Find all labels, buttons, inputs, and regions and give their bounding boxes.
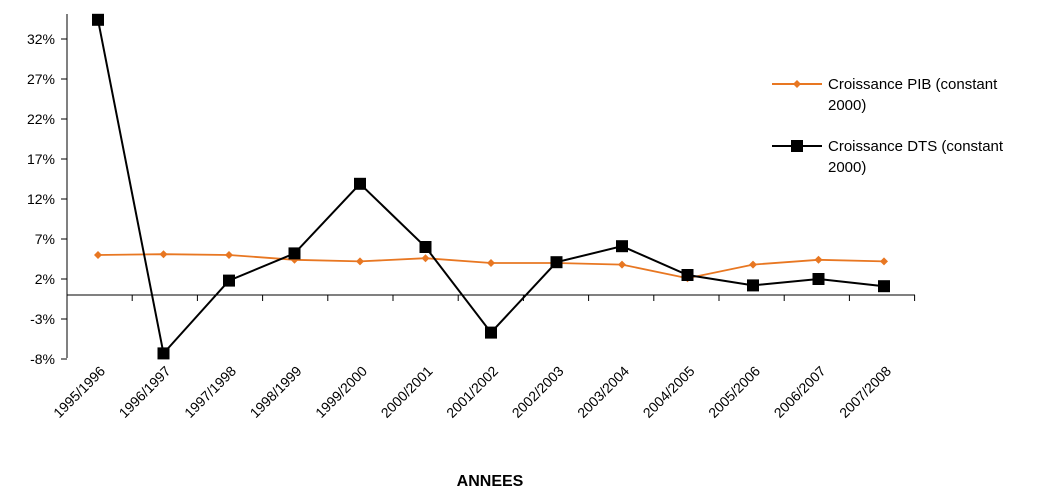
data-point-marker <box>616 240 628 253</box>
data-point-marker <box>550 256 563 269</box>
y-tick-label: 32% <box>27 31 55 47</box>
y-axis: 32% 27% 22% 17% 12% 7% 2% -3% -8% <box>27 14 68 367</box>
data-point-marker <box>94 251 102 259</box>
data-point-marker <box>618 260 626 269</box>
data-point-marker <box>290 255 299 264</box>
y-tick-label: 17% <box>27 151 55 167</box>
data-point-marker <box>225 251 233 259</box>
x-tick-label: 2000/2001 <box>378 363 436 421</box>
y-tick-label: -8% <box>30 351 55 367</box>
y-tick-label: 2% <box>35 271 55 287</box>
x-axis: 1995/1996 1996/1997 1997/1998 1998/1999 1999… <box>50 294 916 421</box>
x-tick-label: 1998/1999 <box>247 363 305 421</box>
legend-label: 2000) <box>828 97 866 114</box>
x-axis-title: ANNEES <box>457 473 524 487</box>
data-point-marker <box>878 280 890 293</box>
y-tick-label: 12% <box>27 191 55 207</box>
plot-area <box>92 13 890 360</box>
legend-label: Croissance DTS (constant <box>828 138 1004 155</box>
y-tick-label: 22% <box>27 111 55 127</box>
data-point-marker <box>747 279 759 292</box>
data-point-marker <box>812 273 825 285</box>
x-tick-label: 2004/2005 <box>640 363 698 421</box>
y-tick-label: 27% <box>27 71 55 87</box>
data-point-marker <box>223 274 235 287</box>
data-point-marker <box>356 257 364 266</box>
legend-marker <box>793 80 801 88</box>
data-point-marker <box>159 250 168 259</box>
legend-label: 2000) <box>828 159 866 176</box>
x-tick-label: 2003/2004 <box>574 363 632 421</box>
legend: Croissance PIB (constant 2000) Croissance … <box>772 76 1004 176</box>
x-tick-label: 2005/2006 <box>705 363 763 421</box>
series-line <box>97 19 885 356</box>
x-tick-label: 2006/2007 <box>771 363 829 421</box>
y-tick-label: -3% <box>30 311 55 327</box>
x-tick-label: 2007/2008 <box>836 363 894 421</box>
data-point-marker <box>419 241 432 253</box>
data-point-marker <box>681 269 694 281</box>
x-tick-label: 1995/1996 <box>50 363 108 421</box>
data-point-marker <box>749 260 757 269</box>
data-point-marker <box>880 257 888 266</box>
x-tick-label: 1996/1997 <box>116 363 174 421</box>
data-point-marker <box>354 177 366 190</box>
data-point-marker <box>288 247 301 260</box>
data-point-marker <box>157 347 170 360</box>
x-tick-label: 2001/2002 <box>443 363 501 421</box>
legend-label: Croissance PIB (constant <box>828 76 998 93</box>
data-point-marker <box>485 326 497 339</box>
x-tick-label: 2002/2003 <box>509 363 567 421</box>
data-point-marker <box>421 254 430 263</box>
x-tick-label: 1999/2000 <box>312 363 370 421</box>
legend-marker <box>791 140 803 152</box>
data-point-marker <box>814 255 823 264</box>
x-tick-label: 1997/1998 <box>181 363 239 421</box>
data-point-marker <box>92 13 104 26</box>
y-tick-label: 7% <box>35 231 55 247</box>
data-point-marker <box>487 259 495 267</box>
